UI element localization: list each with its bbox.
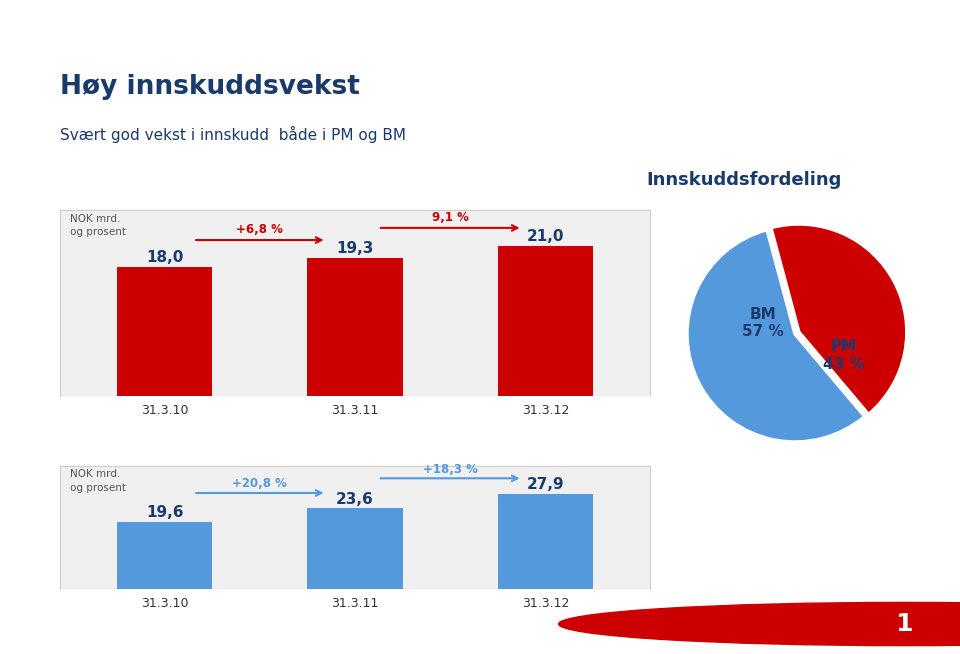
Bar <box>307 258 402 396</box>
Text: Innskuddsfordeling: Innskuddsfordeling <box>646 171 842 189</box>
Wedge shape <box>771 224 907 415</box>
Text: 23,6: 23,6 <box>336 492 373 507</box>
Text: 19,6: 19,6 <box>146 506 183 521</box>
Bar <box>497 246 593 396</box>
Text: 1: 1 <box>896 612 913 636</box>
Text: 21,0: 21,0 <box>527 229 564 244</box>
Text: 18,0: 18,0 <box>146 250 183 265</box>
Text: PM
43 %: PM 43 % <box>823 339 864 372</box>
Text: +6,8 %: +6,8 % <box>236 224 283 237</box>
Text: BM
57 %: BM 57 % <box>742 307 783 339</box>
Bar <box>117 267 212 396</box>
Text: NOK mrd.
og prosent: NOK mrd. og prosent <box>69 470 126 492</box>
Text: Innskuddsvekst PM +9,1 %: Innskuddsvekst PM +9,1 % <box>72 182 346 200</box>
Text: 18: 18 <box>24 616 38 626</box>
Text: 27,9: 27,9 <box>526 477 564 492</box>
Text: SpareBank: SpareBank <box>749 608 868 627</box>
Text: 19,3: 19,3 <box>336 241 373 256</box>
Text: +18,3 %: +18,3 % <box>422 462 477 475</box>
Text: 9,1 %: 9,1 % <box>432 211 468 224</box>
Text: Svært god vekst i innskudd  både i PM og BM: Svært god vekst i innskudd både i PM og … <box>60 126 406 143</box>
Text: +20,8 %: +20,8 % <box>232 477 287 490</box>
Text: Innskuddsvekst BM +18,3 %: Innskuddsvekst BM +18,3 % <box>72 438 358 456</box>
Bar <box>497 494 593 589</box>
Bar <box>307 508 402 589</box>
Bar <box>117 522 212 589</box>
Circle shape <box>559 602 960 645</box>
Text: Q1 2012: Q1 2012 <box>53 614 118 628</box>
Text: SMN: SMN <box>849 632 870 642</box>
Wedge shape <box>687 230 865 442</box>
Text: Høy innskuddsvekst: Høy innskuddsvekst <box>60 74 360 100</box>
Text: NOK mrd.
og prosent: NOK mrd. og prosent <box>69 214 126 237</box>
